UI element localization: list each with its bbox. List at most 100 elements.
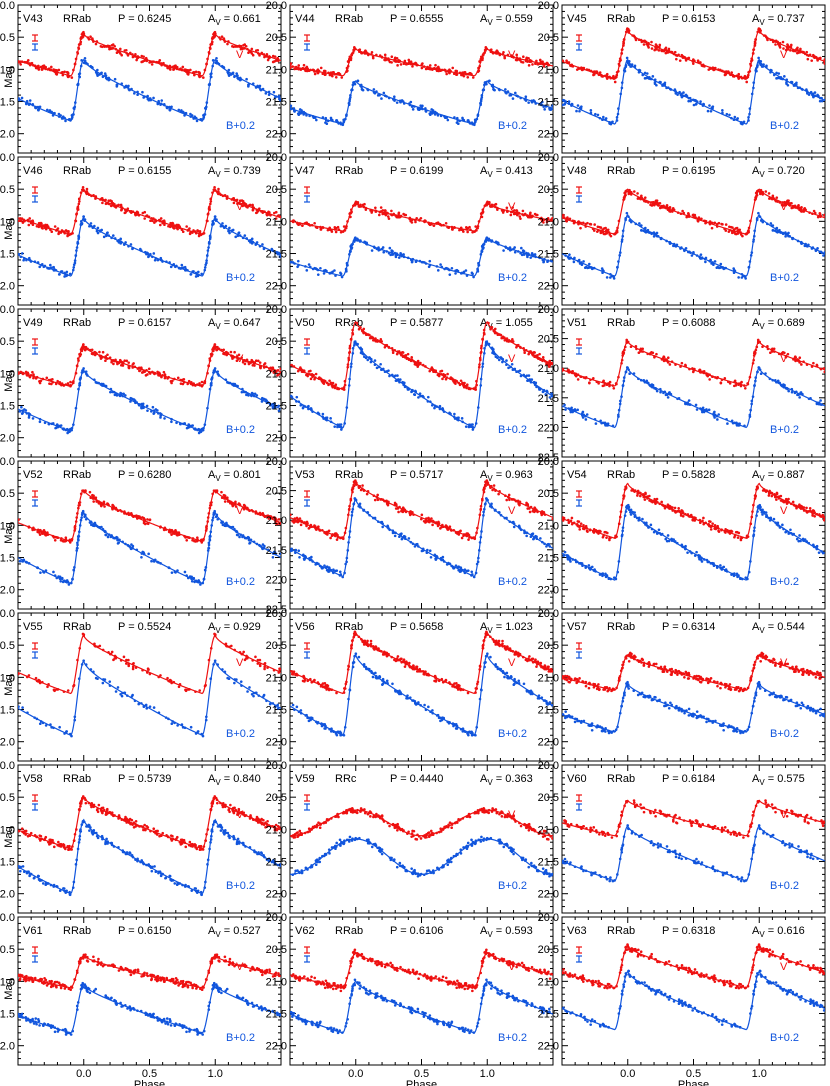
observation-point bbox=[151, 255, 154, 259]
observation-point bbox=[623, 67, 627, 70]
observation-point bbox=[811, 53, 815, 57]
observation-point bbox=[636, 197, 640, 200]
observation-point bbox=[238, 199, 242, 203]
observation-point bbox=[233, 384, 237, 387]
observation-point bbox=[775, 230, 778, 233]
observation-point bbox=[208, 357, 212, 360]
observation-point bbox=[108, 78, 111, 81]
observation-point bbox=[151, 405, 155, 409]
observation-point bbox=[402, 255, 406, 259]
observation-point bbox=[82, 189, 86, 192]
observation-point bbox=[240, 356, 243, 359]
observation-point bbox=[400, 253, 403, 257]
variable-name: V49 bbox=[23, 317, 43, 329]
observation-point bbox=[278, 255, 281, 259]
observation-point bbox=[345, 114, 348, 118]
observation-point bbox=[301, 67, 305, 70]
observation-point bbox=[413, 361, 417, 364]
observation-point bbox=[393, 348, 397, 352]
observation-point bbox=[396, 350, 400, 353]
observation-point bbox=[476, 224, 480, 228]
observation-point bbox=[250, 47, 254, 51]
observation-point bbox=[479, 377, 483, 381]
observation-point bbox=[752, 86, 755, 90]
observation-point bbox=[419, 107, 422, 111]
observation-point bbox=[297, 67, 301, 71]
y-tick-label: 21.0 bbox=[266, 64, 287, 76]
observation-point bbox=[236, 234, 240, 238]
observation-point bbox=[452, 72, 456, 76]
observation-point bbox=[180, 267, 183, 270]
observations-v bbox=[18, 343, 281, 388]
observation-point bbox=[461, 420, 464, 424]
variable-type: RRab bbox=[607, 13, 635, 25]
observation-point bbox=[254, 49, 258, 52]
observation-point bbox=[179, 382, 183, 385]
observation-point bbox=[750, 92, 754, 96]
observation-point bbox=[187, 69, 190, 72]
observation-point bbox=[370, 53, 373, 56]
observation-point bbox=[62, 428, 66, 431]
observation-point bbox=[258, 361, 262, 364]
observation-point bbox=[562, 215, 564, 219]
variable-name: V48 bbox=[567, 165, 587, 177]
observation-point bbox=[543, 108, 546, 111]
observation-point bbox=[415, 259, 418, 262]
observation-point bbox=[50, 382, 53, 386]
observation-point bbox=[800, 241, 804, 245]
observation-point bbox=[57, 68, 61, 72]
observation-point bbox=[465, 386, 468, 390]
observations-v bbox=[291, 200, 553, 234]
observation-point bbox=[77, 72, 81, 76]
observation-point bbox=[403, 59, 407, 63]
observation-point bbox=[501, 360, 504, 364]
observation-point bbox=[382, 91, 386, 95]
observation-point bbox=[75, 249, 78, 252]
observation-point bbox=[74, 406, 78, 410]
observation-point bbox=[186, 229, 190, 232]
observation-point bbox=[694, 103, 698, 106]
observation-point bbox=[290, 107, 293, 111]
observation-point bbox=[536, 353, 539, 357]
observation-point bbox=[189, 273, 193, 276]
observation-point bbox=[28, 102, 32, 106]
observation-point bbox=[195, 119, 199, 123]
observation-point bbox=[393, 58, 397, 62]
observation-point bbox=[249, 361, 252, 365]
observation-point bbox=[77, 47, 81, 50]
observation-point bbox=[771, 224, 775, 227]
observation-point bbox=[719, 262, 723, 266]
observation-point bbox=[399, 100, 402, 103]
observation-point bbox=[622, 41, 625, 45]
observation-point bbox=[457, 122, 460, 126]
y-tick-label: 20.5 bbox=[0, 184, 15, 196]
observation-point bbox=[168, 105, 171, 109]
observation-point bbox=[704, 260, 707, 264]
observation-point bbox=[749, 219, 752, 223]
observation-point bbox=[783, 200, 786, 204]
observation-point bbox=[487, 79, 491, 83]
observation-point bbox=[157, 412, 160, 415]
observation-point bbox=[290, 63, 292, 66]
observation-point bbox=[62, 384, 66, 387]
observation-point bbox=[501, 335, 505, 339]
observation-point bbox=[18, 97, 21, 100]
observation-point bbox=[266, 58, 270, 62]
observation-point bbox=[436, 114, 440, 117]
observation-point bbox=[147, 255, 150, 259]
observation-point bbox=[176, 225, 179, 229]
observation-point bbox=[54, 72, 58, 76]
observation-point bbox=[26, 59, 30, 62]
observation-point bbox=[51, 114, 55, 117]
observation-point bbox=[333, 386, 337, 390]
observation-point bbox=[377, 213, 381, 217]
observation-point bbox=[293, 110, 296, 113]
observation-point bbox=[178, 225, 181, 228]
observation-point bbox=[85, 187, 89, 191]
observation-point bbox=[299, 368, 302, 371]
observation-point bbox=[769, 38, 772, 42]
observation-point bbox=[351, 351, 355, 355]
observation-point bbox=[769, 68, 773, 72]
observation-point bbox=[345, 263, 349, 267]
observation-point bbox=[142, 406, 145, 410]
